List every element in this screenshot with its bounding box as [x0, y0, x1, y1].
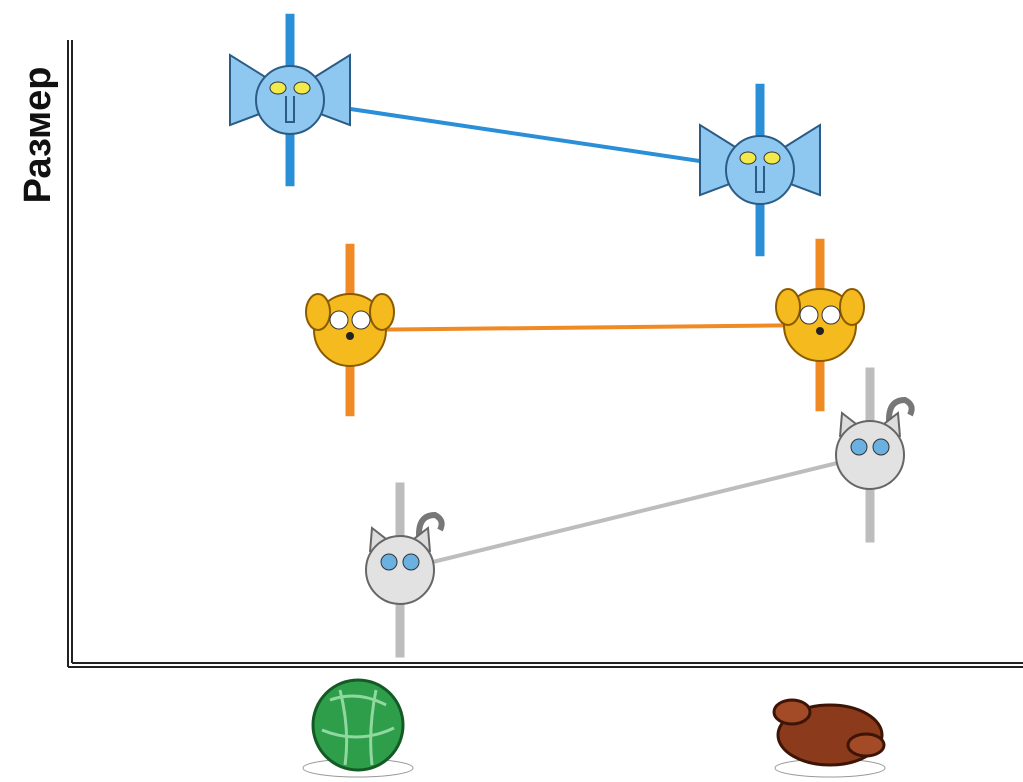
eye: [821, 305, 841, 325]
series-line: [349, 323, 821, 332]
nose: [816, 327, 824, 335]
series-line: [289, 98, 761, 172]
eye: [269, 81, 287, 95]
eye: [850, 438, 868, 456]
eye: [872, 438, 890, 456]
cabbage-icon: [302, 678, 414, 778]
body: [365, 535, 435, 605]
data-point: [835, 396, 915, 490]
ear: [305, 293, 331, 331]
eye: [799, 305, 819, 325]
eye: [351, 310, 371, 330]
ear: [369, 293, 395, 331]
chicken-icon: [772, 698, 886, 778]
tail: [886, 396, 915, 431]
eye: [380, 553, 398, 571]
eye: [763, 151, 781, 165]
y-axis-label: Размер: [17, 67, 59, 204]
eye: [739, 151, 757, 165]
axes: [67, 40, 1023, 668]
data-point: [775, 288, 865, 362]
eye: [329, 310, 349, 330]
eye: [293, 81, 311, 95]
ear: [775, 288, 801, 326]
trunk: [285, 96, 295, 123]
data-point: [305, 293, 395, 367]
body: [835, 420, 905, 490]
series-line: [399, 453, 871, 572]
tail: [416, 511, 445, 546]
eye: [402, 553, 420, 571]
trunk: [755, 166, 765, 193]
data-point: [229, 53, 351, 135]
data-point: [365, 511, 445, 605]
nose: [346, 332, 354, 340]
data-point: [699, 123, 821, 205]
ear: [839, 288, 865, 326]
